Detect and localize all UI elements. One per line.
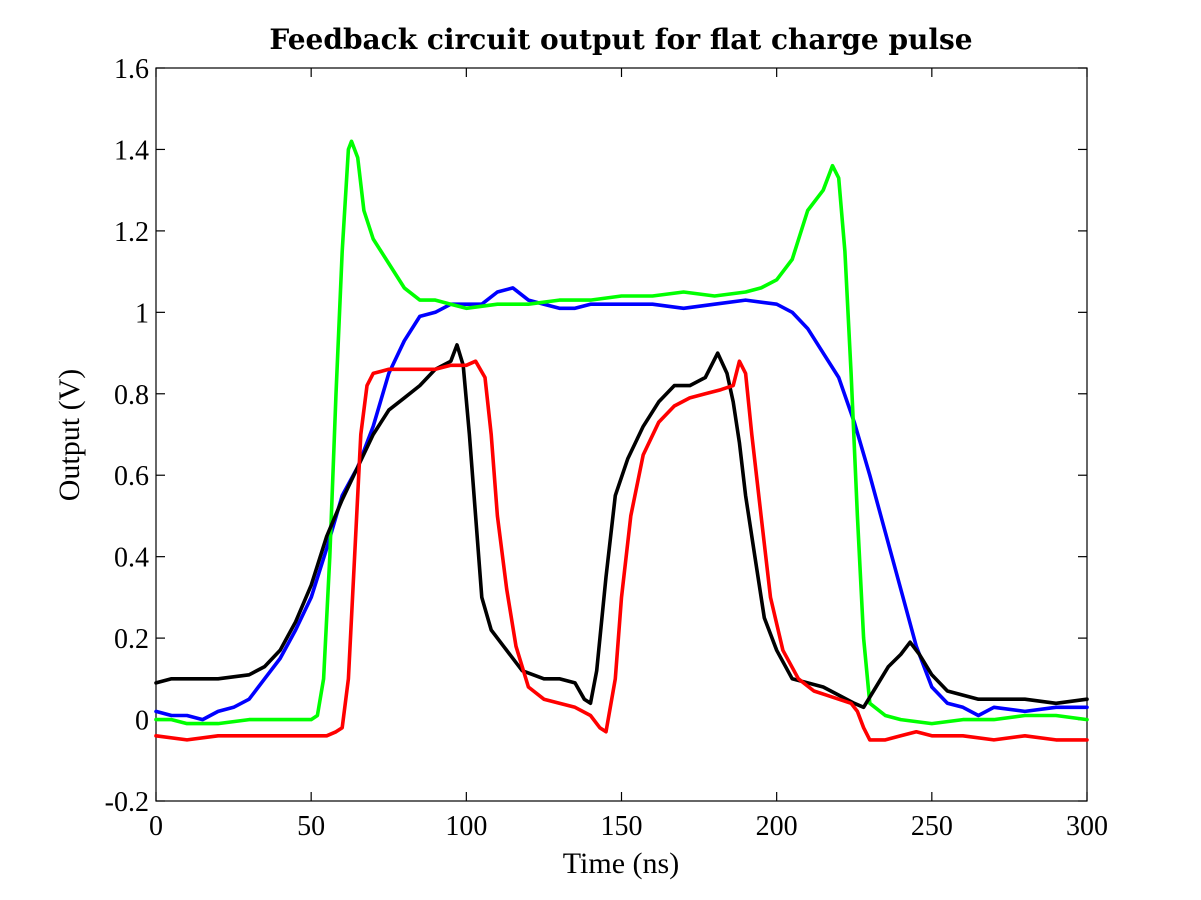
y-axis-label: Output (V) xyxy=(53,369,86,501)
x-tick-label: 0 xyxy=(149,811,163,842)
x-axis-label: Time (ns) xyxy=(563,847,679,880)
y-tick-label: 1.4 xyxy=(114,135,149,166)
y-tick-label: 0.4 xyxy=(114,543,149,574)
chart-title: Feedback circuit output for flat charge … xyxy=(269,23,972,56)
x-tick-label: 250 xyxy=(911,811,953,842)
y-tick-label: 0.6 xyxy=(114,461,149,492)
x-tick-label: 50 xyxy=(297,811,325,842)
y-tick-label: 1 xyxy=(135,298,149,329)
y-tick-label: 1.6 xyxy=(114,54,149,85)
series-line-4 xyxy=(154,359,1089,742)
x-tick-label: 300 xyxy=(1066,811,1108,842)
y-tick-label: 0 xyxy=(135,706,149,737)
y-tick-label: -0.2 xyxy=(105,787,149,818)
ticks: 0 50 100 150 200 250 300-0.200.20.40.60.811.21… xyxy=(105,54,1108,842)
x-tick-label: 100 xyxy=(445,811,487,842)
y-tick-label: 1.2 xyxy=(114,217,149,248)
series-group xyxy=(154,139,1089,742)
y-tick-label: 0.8 xyxy=(114,380,149,411)
x-tick-label: 150 xyxy=(601,811,643,842)
series-line-2 xyxy=(154,139,1089,726)
series-line-1 xyxy=(154,286,1089,722)
y-tick-label: 0.2 xyxy=(114,624,149,655)
x-tick-label: 200 xyxy=(756,811,798,842)
